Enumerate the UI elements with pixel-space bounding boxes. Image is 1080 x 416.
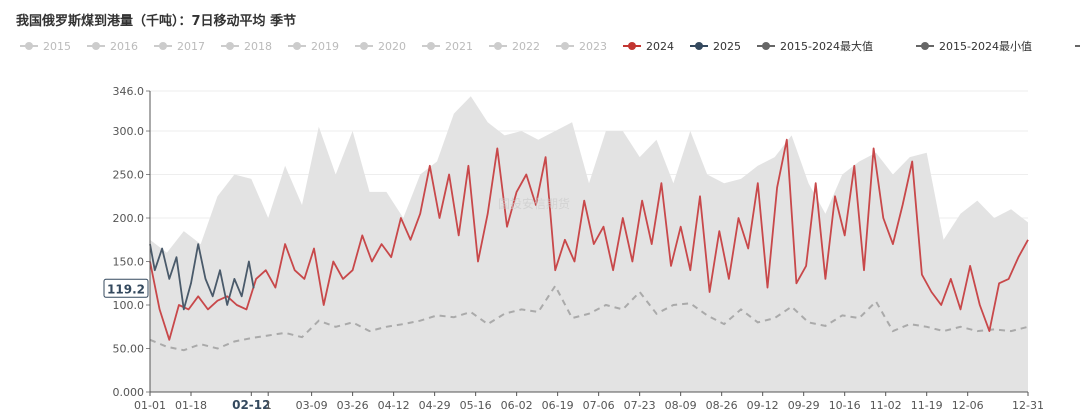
x-tick-label: 08-09	[665, 399, 697, 412]
legend-item-2019[interactable]: 2019	[288, 40, 339, 53]
x-tick-label: 06-02	[501, 399, 533, 412]
y-tick-label: 150.0	[113, 256, 145, 269]
y-tick-label: 250.0	[113, 169, 145, 182]
legend-marker	[762, 42, 770, 50]
legend-marker	[25, 42, 33, 50]
y-tick-label: 50.00	[113, 343, 145, 356]
badge-box	[103, 278, 149, 298]
x-tick-label: 05-16	[460, 399, 492, 412]
legend-label: 2024	[646, 40, 674, 53]
watermark: 国投安信期货	[498, 196, 570, 211]
x-tick-label: 01-01	[134, 399, 166, 412]
legend-item-2022[interactable]: 2022	[489, 40, 540, 53]
x-tick-label: 12-31	[1012, 399, 1044, 412]
x-tick-label: 11-19	[911, 399, 943, 412]
x-tick-label: 12-06	[952, 399, 984, 412]
legend-item-2023[interactable]: 2023	[556, 40, 607, 53]
legend-label: 2016	[110, 40, 138, 53]
legend-item-2015[interactable]: 2015	[20, 40, 71, 53]
x-tick-label: 03-09	[296, 399, 328, 412]
legend-item-2018[interactable]: 2018	[221, 40, 272, 53]
legend-label: 2018	[244, 40, 272, 53]
x-tick-label: 08-26	[706, 399, 738, 412]
legend-item-2016[interactable]: 2016	[87, 40, 138, 53]
legend-marker	[159, 42, 167, 50]
legend-marker	[628, 42, 636, 50]
current-value-badge: 119.2	[103, 278, 149, 298]
x-tick-label: 09-29	[788, 399, 820, 412]
legend-item-2025[interactable]: 2025	[690, 40, 741, 53]
legend-label: 2015-2024最小值	[939, 40, 1032, 53]
y-tick-label: 100.0	[113, 299, 145, 312]
legend-item-2015-2024最大值[interactable]: 2015-2024最大值	[757, 39, 873, 53]
series-line-mean	[149, 283, 1029, 352]
y-tick-label: 300.0	[113, 125, 145, 138]
x-tick-label: 04-12	[378, 399, 410, 412]
x-tick-label: 07-06	[583, 399, 615, 412]
y-tick-label: 0.000	[113, 386, 145, 399]
legend-marker	[494, 42, 502, 50]
legend-label: 2017	[177, 40, 205, 53]
legend-marker	[561, 42, 569, 50]
legend: 2015 2016 2017 2018 2019 2020 2021 2022 2023 2024…	[20, 39, 1080, 53]
badge-label: 119.2	[107, 282, 145, 296]
legend-label: 2015	[43, 40, 71, 53]
legend-label: 2022	[512, 40, 540, 53]
legend-item-2015-2024最小值[interactable]: 2015-2024最小值	[916, 40, 1032, 53]
legend-marker	[92, 42, 100, 50]
legend-item-2024[interactable]: 2024	[623, 40, 674, 53]
x-tick-label-current: 02-12	[232, 398, 270, 412]
legend-label: 2020	[378, 40, 406, 53]
legend-label: 2021	[445, 40, 473, 53]
legend-marker	[360, 42, 368, 50]
legend-marker	[293, 42, 301, 50]
x-tick-label: 1	[265, 399, 272, 412]
legend-marker	[695, 42, 703, 50]
legend-label: 2025	[713, 40, 741, 53]
x-tick-label: 10-16	[829, 399, 861, 412]
legend-marker	[226, 42, 234, 50]
legend-item-2021[interactable]: 2021	[422, 40, 473, 53]
plot-area: 0.000 50.00 100.0 150.0 200.0 250.0 300.0 346.0…	[103, 85, 1044, 412]
y-tick-label: 346.0	[113, 85, 145, 98]
x-tick-label: 01-18	[175, 399, 207, 412]
x-tick-label: 06-19	[542, 399, 574, 412]
legend-item-2017[interactable]: 2017	[154, 40, 205, 53]
x-tick-label: 03-26	[337, 399, 369, 412]
legend-label: 2015-2024最大值	[780, 39, 873, 53]
y-tick-label: 200.0	[113, 212, 145, 225]
x-tick-label: 04-29	[419, 399, 451, 412]
series-area-max	[150, 96, 1028, 392]
legend-item-2020[interactable]: 2020	[355, 40, 406, 53]
legend-item-2015-2024均值[interactable]: 2015-2024均值	[1075, 40, 1080, 53]
x-tick-label: 07-23	[624, 399, 656, 412]
x-tick-label: 09-12	[747, 399, 779, 412]
x-tick-label: 11-02	[870, 399, 902, 412]
chart-title: 我国俄罗斯煤到港量（千吨）：7日移动平均 季节	[16, 13, 296, 29]
legend-marker	[921, 42, 929, 50]
legend-label: 2023	[579, 40, 607, 53]
series-line-2024	[149, 138, 1029, 341]
legend-marker	[427, 42, 435, 50]
series-line-2025	[149, 243, 255, 311]
legend-label: 2019	[311, 40, 339, 53]
